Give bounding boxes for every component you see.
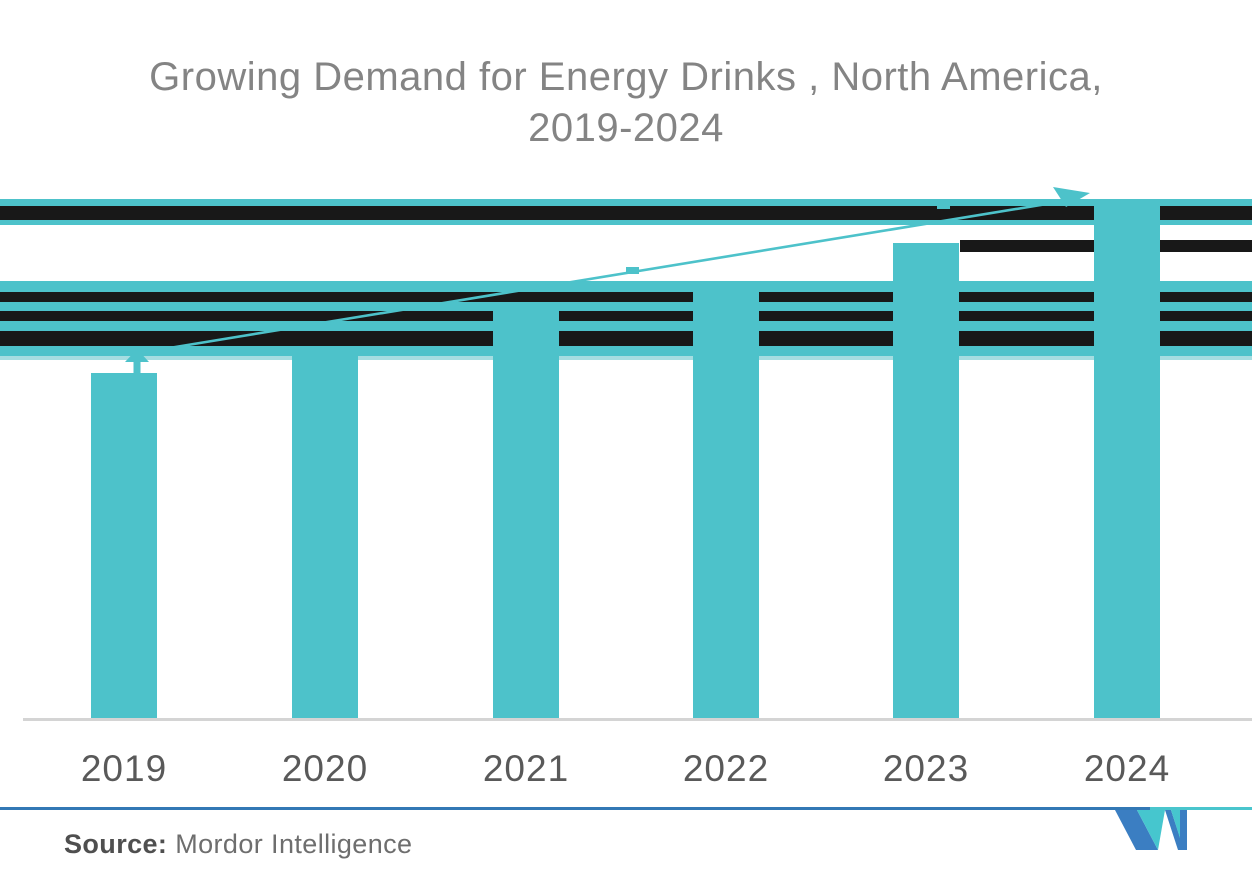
glitch-stripe (0, 321, 1252, 331)
bar-2024 (1094, 199, 1160, 718)
bar-2021 (493, 307, 559, 718)
bar-2019 (91, 373, 157, 718)
x-axis-label-2020: 2020 (281, 748, 369, 789)
footer-rule-teal (1150, 807, 1252, 810)
glitch-stripe (0, 356, 1252, 360)
x-axis-label-2021: 2021 (482, 748, 570, 789)
bar-2020 (292, 348, 358, 718)
glitch-stripe (0, 199, 1252, 206)
glitch-stripe (0, 311, 1252, 321)
source-credit: Source: Mordor Intelligence (64, 829, 412, 860)
logo-shape (1165, 810, 1184, 850)
trend-marker (626, 267, 639, 274)
trend-arrowhead-icon (1053, 187, 1090, 207)
x-axis-label-2024: 2024 (1083, 748, 1171, 789)
glitch-stripe (0, 206, 1252, 220)
up-arrow-icon (125, 349, 149, 362)
logo-shape (1115, 810, 1158, 850)
chart-title-line2: 2019-2024 (528, 106, 724, 150)
x-axis-label-2022: 2022 (682, 748, 770, 789)
x-axis-line (23, 718, 1252, 721)
footer-rule-blue (0, 807, 1150, 810)
logo-shape (1137, 810, 1165, 850)
mordor-intelligence-logo (1115, 810, 1187, 850)
trend-line (141, 198, 1075, 354)
x-axis-label-2023: 2023 (882, 748, 970, 789)
bar-2023 (893, 243, 959, 718)
glitch-stripe (0, 220, 1252, 225)
glitch-stripe (0, 292, 1252, 302)
source-value: Mordor Intelligence (167, 829, 413, 859)
bar-2022 (693, 282, 759, 718)
glitch-stripe (0, 281, 1252, 292)
glitch-stripe (0, 346, 1252, 356)
logo-shape (1180, 810, 1187, 850)
logo-shape (1171, 810, 1180, 838)
glitch-stripe (0, 302, 1252, 311)
source-label: Source: (64, 829, 168, 859)
chart-title-line1: Growing Demand for Energy Drinks , North… (149, 55, 1103, 99)
up-arrow-shaft (133, 358, 141, 374)
trend-marker (937, 202, 950, 209)
x-axis-label-2019: 2019 (80, 748, 168, 789)
chart-title: Growing Demand for Energy Drinks , North… (0, 52, 1252, 154)
